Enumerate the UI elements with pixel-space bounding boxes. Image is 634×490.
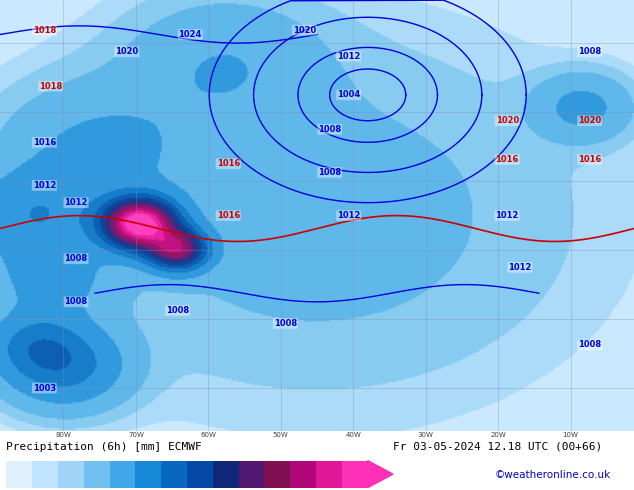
Text: 1012: 1012: [496, 211, 519, 220]
Text: 1020: 1020: [293, 25, 316, 35]
Text: 1012: 1012: [508, 263, 531, 272]
Text: 1020: 1020: [115, 47, 138, 56]
Text: 1008: 1008: [318, 168, 341, 177]
Text: 10W: 10W: [562, 432, 579, 439]
Bar: [342, 461, 368, 488]
Text: 1012: 1012: [337, 51, 360, 61]
Text: 1008: 1008: [65, 297, 87, 306]
Text: 30W: 30W: [418, 432, 434, 439]
Bar: [290, 461, 316, 488]
Bar: [316, 461, 342, 488]
Text: 1004: 1004: [337, 90, 360, 99]
Text: 70W: 70W: [128, 432, 144, 439]
Bar: [110, 461, 136, 488]
Text: 1012: 1012: [337, 211, 360, 220]
Text: 1024: 1024: [179, 30, 202, 39]
Text: 1012: 1012: [65, 198, 87, 207]
Bar: [84, 461, 110, 488]
Bar: [32, 461, 58, 488]
Text: 1008: 1008: [318, 125, 341, 134]
Bar: [58, 461, 84, 488]
Bar: [6, 461, 32, 488]
Text: 1008: 1008: [578, 47, 601, 56]
Text: 50W: 50W: [273, 432, 288, 439]
Text: 60W: 60W: [200, 432, 216, 439]
Text: 1008: 1008: [65, 254, 87, 263]
Text: Fr 03-05-2024 12.18 UTC (00+66): Fr 03-05-2024 12.18 UTC (00+66): [393, 442, 602, 452]
Text: Precipitation (6h) [mm] ECMWF: Precipitation (6h) [mm] ECMWF: [6, 442, 202, 452]
Text: 1008: 1008: [578, 341, 601, 349]
Text: 1008: 1008: [274, 319, 297, 328]
Text: 20W: 20W: [490, 432, 506, 439]
Text: 80W: 80W: [55, 432, 72, 439]
Bar: [238, 461, 264, 488]
Text: 1016: 1016: [33, 138, 56, 147]
Bar: [187, 461, 213, 488]
Bar: [161, 461, 187, 488]
Text: 1003: 1003: [33, 384, 56, 392]
Text: ©weatheronline.co.uk: ©weatheronline.co.uk: [495, 470, 611, 480]
Text: 40W: 40W: [346, 432, 361, 439]
Polygon shape: [368, 461, 393, 488]
Text: 1020: 1020: [496, 116, 519, 125]
Text: 1012: 1012: [33, 181, 56, 190]
Bar: [213, 461, 238, 488]
Text: 1016: 1016: [578, 155, 601, 164]
Text: 1008: 1008: [166, 306, 189, 315]
Text: 1018: 1018: [39, 82, 62, 91]
Text: 1020: 1020: [578, 116, 601, 125]
Bar: [264, 461, 290, 488]
Text: 1016: 1016: [217, 159, 240, 169]
Text: 1018: 1018: [33, 25, 56, 35]
Text: 1016: 1016: [217, 211, 240, 220]
Text: 1016: 1016: [496, 155, 519, 164]
Bar: [136, 461, 161, 488]
